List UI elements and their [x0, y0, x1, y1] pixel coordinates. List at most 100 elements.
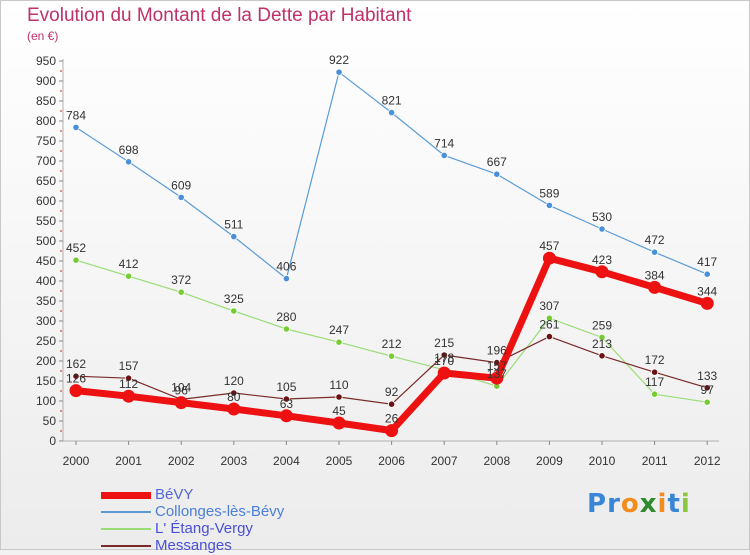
series-3-point-2007 [440, 351, 448, 359]
y-tick-label-550: 550 [36, 214, 56, 228]
series-3-label-2009: 261 [539, 318, 559, 332]
x-tick-label-2001: 2001 [115, 454, 142, 468]
x-tick-label-2000: 2000 [63, 454, 90, 468]
legend-label-bevy: BéVY [155, 486, 194, 503]
series-1-point-2000 [72, 123, 80, 132]
logo-letter-3: x [639, 489, 658, 519]
x-tick-label-2004: 2004 [273, 454, 300, 468]
series-0-label-2001: 112 [119, 377, 138, 391]
y-tick-label-400: 400 [36, 274, 56, 288]
series-3-point-2000 [72, 372, 80, 380]
series-3-label-2011: 172 [645, 353, 665, 367]
y-tick-label-700: 700 [36, 154, 56, 168]
series-1-point-2008 [493, 170, 501, 178]
series-3-label-2012: 133 [697, 369, 717, 383]
series-1-point-2010 [598, 225, 606, 233]
chart-title: Evolution du Montant de la Dette par Hab… [27, 5, 412, 26]
series-2-point-2009 [545, 314, 554, 322]
legend-label-messanges: Messanges [155, 537, 232, 554]
y-tick-label-850: 850 [36, 94, 56, 108]
series-2-label-2001: 412 [119, 257, 139, 271]
series-0-point-2011 [648, 280, 662, 294]
series-0-point-2003 [227, 402, 241, 416]
legend-swatch-collonges [101, 511, 151, 513]
series-0-label-2012: 344 [697, 284, 717, 298]
y-minor-tick-625 [60, 190, 62, 192]
y-tick-label-200: 200 [36, 354, 56, 368]
series-1-label-2004: 406 [276, 260, 296, 274]
series-3-label-2006: 92 [385, 385, 399, 399]
series-0-label-2006: 26 [385, 412, 399, 426]
series-3-point-2010 [598, 352, 606, 360]
series-1-point-2002 [177, 193, 185, 201]
y-tick-label-250: 250 [36, 334, 56, 348]
series-0-label-2003: 80 [227, 390, 241, 404]
series-3-label-2003: 120 [224, 374, 244, 388]
y-minor-tick-775 [60, 130, 62, 132]
series-2-point-2000 [72, 256, 80, 264]
series-1-label-2006: 821 [382, 94, 402, 108]
series-2-label-2011: 117 [645, 375, 664, 389]
series-2-point-2001 [125, 272, 133, 280]
series-1-label-2001: 698 [119, 143, 139, 157]
series-2-label-2002: 372 [171, 273, 191, 287]
series-3-label-2002: 104 [171, 380, 191, 394]
series-1-point-2004 [282, 274, 290, 283]
legend-swatch-etang-vergy [101, 528, 151, 530]
y-minor-tick-375 [60, 290, 62, 292]
series-1-point-2003 [230, 233, 238, 241]
series-0-point-2000 [69, 384, 83, 398]
series-3-label-2001: 157 [119, 359, 139, 373]
y-tick-label-450: 450 [36, 254, 56, 268]
series-0-point-2001 [122, 389, 136, 403]
y-tick-label-0: 0 [49, 434, 56, 448]
y-tick-label-900: 900 [36, 74, 56, 88]
series-2-label-2012: 97 [701, 383, 715, 397]
series-0-label-2000: 126 [66, 372, 86, 386]
series-3-point-2006 [387, 400, 396, 408]
series-1-label-2008: 667 [487, 155, 507, 169]
series-3-label-2007: 215 [434, 336, 454, 350]
y-tick-label-150: 150 [36, 374, 56, 388]
series-0-label-2002: 96 [175, 384, 189, 398]
series-2-label-2008: 137 [487, 367, 507, 381]
y-minor-tick-575 [60, 210, 62, 212]
logo-letter-1: r [607, 489, 621, 519]
series-1-label-2000: 784 [66, 108, 86, 122]
y-minor-tick-325 [60, 310, 62, 312]
series-0-point-2004 [279, 409, 293, 423]
series-2-point-2006 [387, 352, 396, 360]
series-1-label-2002: 609 [171, 178, 191, 192]
y-minor-tick-475 [60, 250, 62, 252]
series-0-label-2010: 423 [592, 253, 612, 267]
y-minor-tick-275 [60, 330, 62, 332]
series-1-label-2010: 530 [592, 210, 612, 224]
series-2-point-2003 [230, 307, 238, 315]
series-1-point-2005 [335, 68, 343, 76]
series-0-point-2002 [174, 396, 188, 410]
x-tick-label-2006: 2006 [378, 454, 405, 468]
series-2-label-2005: 247 [329, 323, 349, 337]
series-0-point-2008 [490, 371, 504, 385]
legend-swatch-messanges [101, 545, 151, 547]
legend-label-etang-vergy: L' Étang-Vergy [155, 520, 253, 537]
series-1-label-2003: 511 [224, 218, 243, 232]
x-tick-label-2002: 2002 [168, 454, 195, 468]
y-minor-tick-675 [60, 170, 62, 172]
series-0-point-2012 [700, 296, 714, 310]
y-minor-tick-525 [60, 230, 62, 232]
y-minor-tick-875 [60, 90, 62, 92]
series-2-point-2002 [177, 288, 185, 296]
series-3-point-2012 [703, 384, 711, 392]
series-0-label-2008: 157 [487, 359, 507, 373]
y-tick-label-50: 50 [43, 414, 57, 428]
series-0-label-2009: 457 [539, 239, 559, 253]
series-0-label-2011: 384 [645, 268, 665, 282]
x-tick-label-2008: 2008 [483, 454, 510, 468]
series-2-point-2010 [598, 333, 606, 341]
series-3-point-2005 [335, 393, 343, 401]
series-0-label-2007: 170 [434, 354, 454, 368]
y-minor-tick-125 [60, 390, 62, 392]
series-2-point-2005 [335, 338, 343, 346]
